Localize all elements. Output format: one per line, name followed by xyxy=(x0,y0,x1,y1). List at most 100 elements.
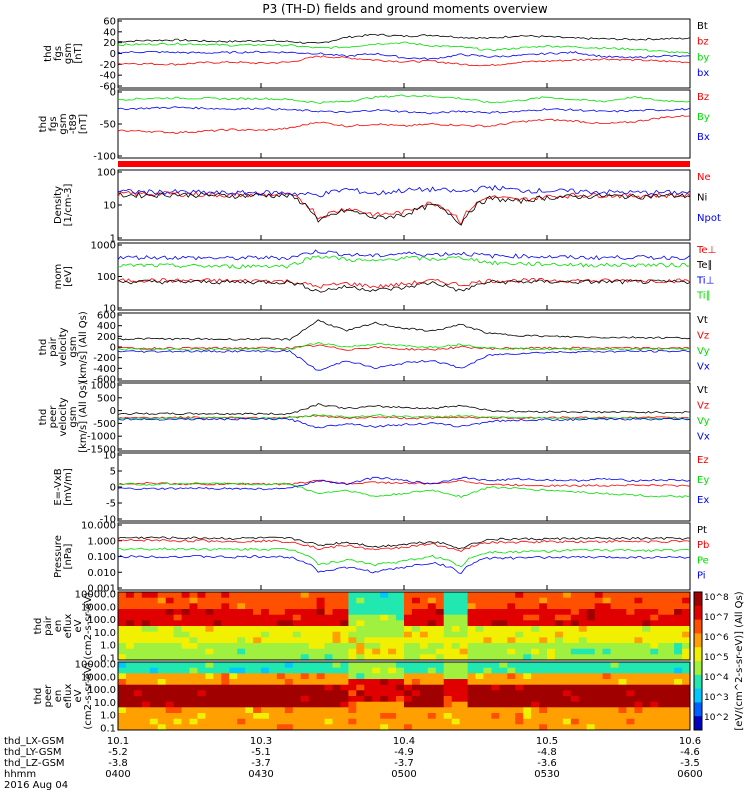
heatmap-cell xyxy=(547,707,556,714)
panel-frame xyxy=(117,18,691,89)
y-tick-label: -500 xyxy=(93,419,116,430)
heatmap-cell xyxy=(149,592,159,599)
heatmap-cell xyxy=(125,592,135,599)
heatmap-cell xyxy=(475,654,484,661)
heatmap-cell xyxy=(253,592,262,599)
heatmap-cell xyxy=(602,603,611,610)
heatmap-cell xyxy=(443,637,453,644)
heatmap-cell xyxy=(284,701,294,708)
heatmap-cell xyxy=(388,648,397,655)
heatmap-cell xyxy=(205,592,214,599)
heatmap-cell xyxy=(610,631,619,638)
series-Vt xyxy=(117,403,691,416)
heatmap-cell xyxy=(125,626,135,633)
heatmap-cell xyxy=(539,597,548,604)
heatmap-cell xyxy=(650,643,659,650)
heatmap-cell xyxy=(165,597,175,604)
heatmap-cell xyxy=(634,654,643,661)
heatmap-cell xyxy=(324,690,333,697)
y-axis-label: en xyxy=(53,620,64,633)
heatmap-cell xyxy=(205,609,214,616)
heatmap-cell xyxy=(427,707,437,714)
heatmap-cell xyxy=(118,592,127,599)
heatmap-cell xyxy=(682,626,691,633)
colorbar-tick-label: 10^3 xyxy=(704,693,729,703)
heatmap-cell xyxy=(380,592,389,599)
heatmap-cell xyxy=(149,626,159,633)
panel-6: thd peer velocity gsm [km/s] (All Qs) 1000500… xyxy=(38,381,691,456)
legend-bz: bz xyxy=(697,37,709,48)
x-axis-value: -3.7 xyxy=(251,758,271,769)
heatmap-cell xyxy=(213,684,222,691)
heatmap-cell xyxy=(499,684,508,691)
heatmap-cell xyxy=(396,648,405,655)
heatmap-cell xyxy=(268,614,278,621)
y-tick-label: -1500 xyxy=(87,445,116,456)
heatmap-cell xyxy=(221,592,230,599)
y-tick-label: 40 xyxy=(103,27,116,38)
heatmap-cell xyxy=(141,597,151,604)
heatmap-cell xyxy=(364,713,373,720)
y-tick-label: 1000.0 xyxy=(81,602,116,613)
y-tick-label: 0 xyxy=(110,483,116,494)
heatmap-cell xyxy=(213,690,222,697)
heatmap-cell xyxy=(650,684,659,691)
heatmap-cell xyxy=(642,707,651,714)
heatmap-cell xyxy=(197,724,206,731)
heatmap-cell xyxy=(300,707,310,714)
y-tick-label: 10 xyxy=(103,201,116,212)
heatmap-cell xyxy=(483,701,492,708)
heatmap-cell xyxy=(642,696,651,703)
heatmap-cell xyxy=(388,631,397,638)
heatmap-cell xyxy=(237,707,246,714)
heatmap-cell xyxy=(396,654,405,661)
heatmap-cell xyxy=(340,654,349,661)
heatmap-cell xyxy=(133,701,143,708)
heatmap-cell xyxy=(261,654,270,661)
heatmap-cell xyxy=(578,690,588,697)
heatmap-cell xyxy=(554,643,564,650)
legend-Pt: Pt xyxy=(697,525,707,536)
heatmap-cell xyxy=(586,631,596,638)
legend-Ni: Ni xyxy=(697,193,707,204)
heatmap-cell xyxy=(411,679,421,686)
heatmap-cell xyxy=(181,603,190,610)
heatmap-cell xyxy=(483,620,492,627)
heatmap-cell xyxy=(141,609,151,616)
heatmap-cell xyxy=(300,654,310,661)
series-Te⊥ xyxy=(117,277,691,289)
heatmap-cell xyxy=(507,592,516,599)
heatmap-cell xyxy=(157,643,167,650)
series-Pt xyxy=(117,536,691,550)
heatmap-cell xyxy=(626,713,635,720)
heatmap-cell xyxy=(642,673,651,680)
heatmap-cell xyxy=(491,718,500,725)
heatmap-cell xyxy=(411,690,421,697)
y-tick-label: -10 xyxy=(100,515,116,526)
heatmap-cell xyxy=(491,690,500,697)
heatmap-cell xyxy=(118,713,127,720)
heatmap-cell xyxy=(602,690,611,697)
heatmap-cell xyxy=(602,654,611,661)
heatmap-cell xyxy=(547,673,556,680)
heatmap-cell xyxy=(157,603,167,610)
heatmap-cell xyxy=(133,707,143,714)
y-tick-label: 200 xyxy=(97,332,116,343)
heatmap-cell xyxy=(523,718,532,725)
heatmap-cell xyxy=(388,684,397,691)
heatmap-cell xyxy=(491,696,500,703)
heatmap-cell xyxy=(411,724,421,731)
heatmap-cell xyxy=(292,597,302,604)
heatmap-cell xyxy=(324,662,333,669)
heatmap-cell xyxy=(475,614,484,621)
heatmap-cell xyxy=(507,603,516,610)
heatmap-cell xyxy=(173,679,182,686)
heatmap-cell xyxy=(547,614,556,621)
legend-Pb: Pb xyxy=(697,540,709,551)
heatmap-cell xyxy=(276,620,286,627)
heatmap-cell xyxy=(133,592,143,599)
heatmap-cell xyxy=(364,603,373,610)
heatmap-cell xyxy=(515,620,524,627)
heatmap-cell xyxy=(523,654,532,661)
heatmap-cell xyxy=(411,667,421,674)
